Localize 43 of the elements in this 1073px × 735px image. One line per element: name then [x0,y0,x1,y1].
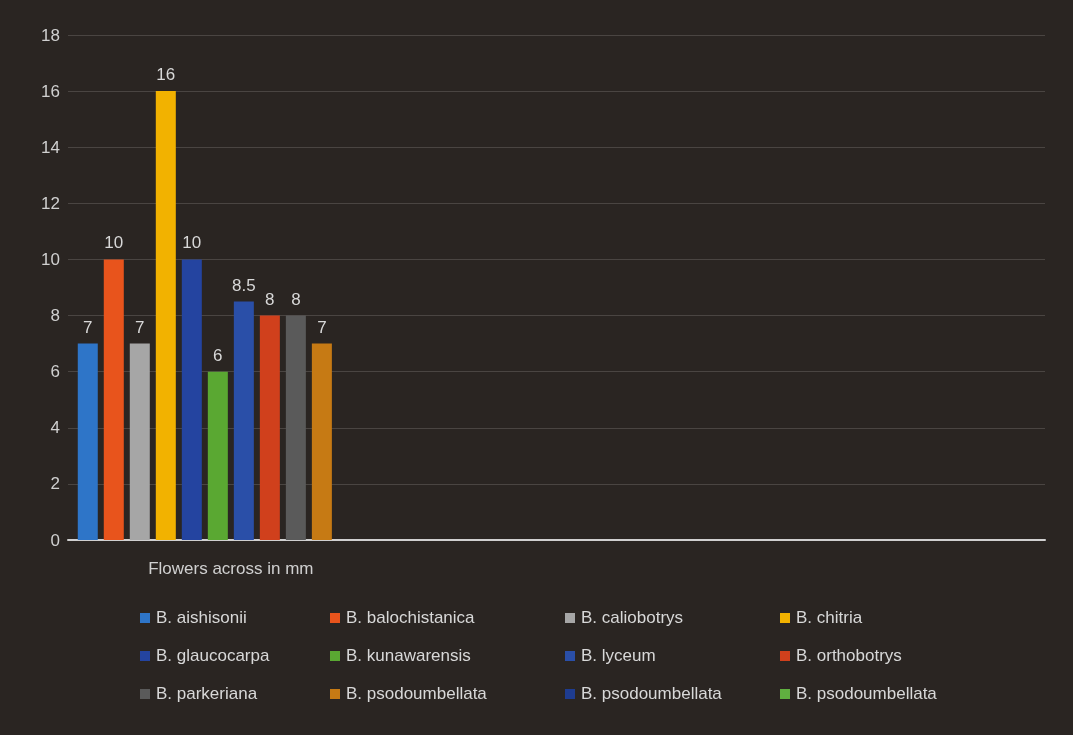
y-tick-label: 12 [41,193,60,213]
legend-label: B. kunawarensis [346,646,471,666]
data-label: 6 [213,345,223,365]
data-label: 16 [156,65,176,85]
data-label: 7 [135,317,145,337]
bar [311,343,332,540]
bar [259,315,280,540]
bar [77,343,98,540]
y-tick-label: 10 [41,249,60,269]
bar [181,259,202,540]
legend-label: B. aishisonii [156,608,247,628]
legend-label: B. psodoumbellata [796,684,937,704]
data-label: 8.5 [232,275,256,295]
y-tick-label: 14 [41,137,60,157]
data-label: 10 [104,233,124,253]
x-tick-label: Flowers across in mm [148,559,314,578]
legend-label: B. orthobotrys [796,646,902,666]
legend-label: B. chitria [796,608,863,628]
bar [285,315,306,540]
data-label: 7 [317,317,327,337]
legend-label: B. balochistanica [346,608,475,628]
data-label: 8 [291,289,301,309]
y-tick-label: 8 [50,306,60,326]
data-label: 8 [265,289,275,309]
y-tick-label: 6 [50,362,60,382]
bar [103,259,124,540]
y-tick-label: 4 [50,418,60,438]
y-tick-label: 18 [41,25,60,45]
y-tick-label: 0 [50,530,60,550]
legend-label: B. glaucocarpa [156,646,270,666]
bar [233,301,254,540]
y-tick-label: 2 [50,474,60,494]
legend-label: B. parkeriana [156,684,258,704]
legend-label: B. psodoumbellata [346,684,487,704]
data-label: 10 [182,233,202,253]
bar [155,91,176,540]
bar [207,371,228,540]
data-label: 7 [83,317,93,337]
legend-label: B. caliobotrys [581,608,684,628]
legend-label: B. lyceum [581,646,656,666]
bar [129,343,150,540]
y-tick-label: 16 [41,81,60,101]
legend-label: B. psodoumbellata [581,684,722,704]
